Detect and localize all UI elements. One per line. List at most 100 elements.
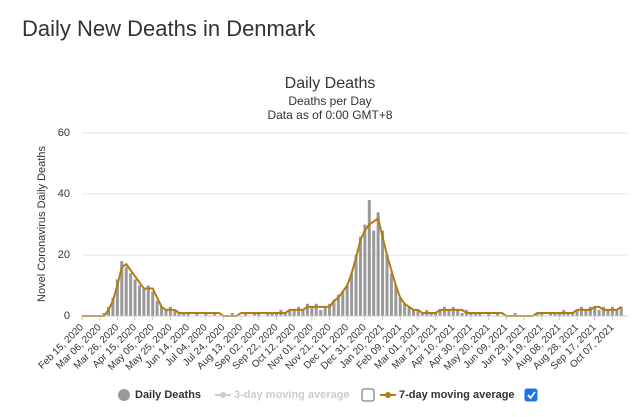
bar	[266, 312, 270, 316]
bar	[394, 285, 398, 316]
chart-subtitle: Deaths per Day	[288, 94, 371, 108]
legend-label[interactable]: 3-day moving average	[234, 389, 350, 401]
bar	[129, 273, 133, 316]
bar	[553, 312, 557, 316]
bar	[350, 273, 354, 316]
bar	[358, 236, 362, 316]
bar	[336, 294, 340, 316]
bar	[420, 312, 424, 316]
bar	[376, 212, 380, 316]
bar	[177, 312, 181, 316]
bar	[434, 312, 438, 316]
bar	[389, 273, 393, 316]
bar	[120, 261, 124, 316]
checkbox[interactable]	[361, 388, 375, 402]
bar	[610, 306, 614, 316]
bar	[288, 309, 292, 316]
bar	[213, 312, 217, 316]
bar	[447, 309, 451, 316]
bar	[593, 306, 597, 316]
chart-title: Daily Deaths	[285, 75, 376, 92]
bar	[252, 312, 256, 316]
bar	[155, 300, 159, 316]
bar	[571, 312, 575, 316]
bar	[412, 309, 415, 316]
bar	[407, 306, 411, 316]
bar	[606, 309, 610, 316]
bar	[442, 306, 446, 316]
bar	[305, 303, 309, 316]
bar	[314, 303, 318, 316]
bar	[619, 306, 623, 316]
bar	[398, 297, 402, 316]
bar	[301, 309, 305, 316]
bar	[513, 312, 517, 316]
y-axis-label: Novel Coronavirus Daily Deaths	[36, 146, 48, 302]
bar	[372, 230, 376, 316]
bar	[615, 309, 619, 316]
legend-label[interactable]: 7-day moving average	[399, 389, 515, 401]
bar	[124, 267, 128, 316]
bar	[111, 297, 115, 316]
bar	[310, 306, 314, 316]
legend-marker	[118, 389, 130, 401]
bar	[230, 312, 234, 316]
legend-marker	[220, 392, 226, 398]
bar	[146, 285, 150, 316]
bar	[319, 309, 323, 316]
bar	[575, 309, 579, 316]
y-tick-label: 40	[58, 188, 70, 200]
bar	[469, 312, 473, 316]
y-tick-label: 0	[64, 310, 70, 322]
bar	[244, 312, 248, 316]
bar	[588, 306, 592, 316]
bar	[487, 312, 491, 316]
bar	[182, 312, 186, 316]
page-title: Daily New Deaths in Denmark	[22, 16, 316, 41]
bar	[160, 306, 164, 316]
bar	[416, 309, 420, 316]
checkbox[interactable]	[524, 388, 538, 402]
bar	[549, 312, 553, 316]
bar	[195, 312, 199, 316]
bar	[597, 309, 601, 316]
bar	[478, 312, 482, 316]
bar	[270, 312, 274, 316]
bar	[363, 224, 367, 316]
bar	[540, 312, 544, 316]
bar	[345, 285, 349, 316]
bar	[332, 300, 336, 316]
bar	[274, 312, 278, 316]
bar	[438, 309, 442, 316]
bar	[367, 200, 371, 316]
legend-label[interactable]: Daily Deaths	[135, 389, 201, 401]
bar	[403, 303, 407, 316]
bar	[341, 291, 345, 316]
bar	[460, 312, 464, 316]
bar	[137, 285, 141, 316]
bar	[495, 312, 499, 316]
bar	[381, 230, 385, 316]
bar	[164, 309, 168, 316]
bar	[151, 291, 155, 316]
bar	[115, 279, 119, 316]
bar	[186, 312, 190, 316]
bar	[602, 306, 606, 316]
bar	[328, 303, 332, 316]
bar	[566, 312, 570, 316]
bar	[456, 309, 460, 316]
y-tick-label: 60	[58, 127, 70, 139]
bar	[584, 309, 588, 316]
bar	[297, 306, 301, 316]
bar	[173, 309, 177, 316]
bar	[283, 312, 287, 316]
bar	[557, 312, 561, 316]
bar	[168, 306, 172, 316]
bar	[473, 312, 477, 316]
bar	[535, 312, 539, 316]
bar	[579, 306, 583, 316]
bar	[204, 312, 208, 316]
checkmark	[527, 391, 536, 400]
